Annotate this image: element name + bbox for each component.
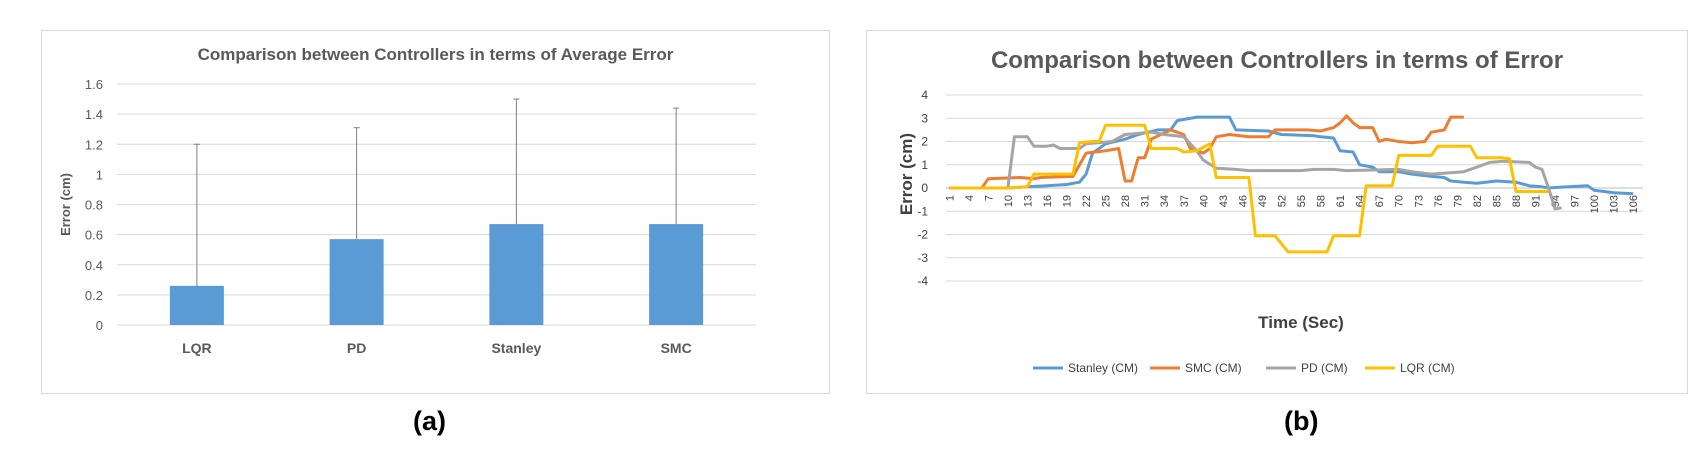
y-tick-label: 1 xyxy=(921,158,928,172)
x-tick-label: 67 xyxy=(1374,195,1386,207)
x-category-label: LQR xyxy=(182,340,212,356)
y-tick-label: 3 xyxy=(921,111,928,125)
y-tick-label: 2 xyxy=(921,135,928,149)
y-tick-label: 0 xyxy=(96,318,103,333)
x-tick-label: 76 xyxy=(1433,195,1445,207)
bar-pd xyxy=(329,239,384,325)
x-tick-label: 106 xyxy=(1628,195,1640,213)
x-tick-label: 91 xyxy=(1531,195,1543,207)
x-tick-label: 7 xyxy=(983,195,995,201)
x-tick-label: 28 xyxy=(1120,195,1132,207)
x-tick-label: 10 xyxy=(1003,195,1015,207)
x-tick-label: 4 xyxy=(964,195,976,201)
chart-a-panel: Comparison between Controllers in terms … xyxy=(41,30,830,394)
x-tick-label: 1 xyxy=(944,195,956,201)
x-tick-label: 22 xyxy=(1081,195,1093,207)
bar-smc xyxy=(649,224,704,325)
y-tick-label: -2 xyxy=(917,228,928,242)
bar-chart: Comparison between Controllers in terms … xyxy=(58,45,756,356)
x-tick-label: 19 xyxy=(1062,195,1074,207)
y-tick-label: -1 xyxy=(917,204,928,218)
y-tick-label: -3 xyxy=(917,251,928,265)
x-tick-label: 40 xyxy=(1198,195,1210,207)
y-tick-label: 0.2 xyxy=(85,288,103,303)
x-axis-label: Time (Sec) xyxy=(1258,313,1344,332)
y-tick-label: 1.4 xyxy=(85,107,103,122)
chart-title: Comparison between Controllers in terms … xyxy=(198,45,674,64)
y-tick-label: 0.4 xyxy=(85,258,103,273)
x-category-label: PD xyxy=(347,340,366,356)
caption-b: (b) xyxy=(1284,406,1319,436)
x-tick-label: 34 xyxy=(1159,195,1171,207)
x-tick-label: 46 xyxy=(1237,195,1249,207)
legend-label: LQR (CM) xyxy=(1400,361,1455,375)
series-line-pd xyxy=(949,130,1562,211)
x-tick-label: 61 xyxy=(1335,195,1347,207)
x-tick-label: 52 xyxy=(1276,195,1288,207)
series-line-lqr xyxy=(949,123,1549,254)
x-tick-label: 100 xyxy=(1589,195,1601,213)
y-axis-label: Error (cm) xyxy=(58,173,73,236)
y-tick-label: 0.8 xyxy=(85,198,103,213)
x-tick-label: 37 xyxy=(1179,195,1191,207)
x-tick-label: 43 xyxy=(1218,195,1230,207)
series-line-stanley xyxy=(949,115,1634,196)
x-tick-label: 85 xyxy=(1491,195,1503,207)
x-tick-label: 58 xyxy=(1316,195,1328,207)
x-tick-label: 25 xyxy=(1101,195,1113,207)
x-tick-label: 70 xyxy=(1394,195,1406,207)
x-tick-label: 49 xyxy=(1257,195,1269,207)
x-tick-label: 13 xyxy=(1022,195,1034,207)
y-tick-label: 1.2 xyxy=(85,137,103,152)
x-tick-label: 79 xyxy=(1452,195,1464,207)
caption-a: (a) xyxy=(413,406,446,436)
x-tick-label: 55 xyxy=(1296,195,1308,207)
x-tick-label: 97 xyxy=(1570,195,1582,207)
legend-label: PD (CM) xyxy=(1301,361,1348,375)
y-tick-label: -4 xyxy=(917,274,928,288)
y-tick-label: 0.6 xyxy=(85,228,103,243)
x-tick-label: 88 xyxy=(1511,195,1523,207)
x-tick-label: 73 xyxy=(1413,195,1425,207)
y-tick-label: 1 xyxy=(96,167,103,182)
series-line-smc xyxy=(949,114,1464,190)
bar-lqr xyxy=(169,285,224,325)
legend-label: SMC (CM) xyxy=(1185,361,1242,375)
x-tick-label: 16 xyxy=(1042,195,1054,207)
chart-b-panel: Comparison between Controllers in terms … xyxy=(866,30,1688,394)
legend-label: Stanley (CM) xyxy=(1068,361,1138,375)
y-tick-label: 4 xyxy=(921,88,928,102)
x-tick-label: 31 xyxy=(1140,195,1152,207)
y-tick-label: 1.6 xyxy=(85,77,103,92)
chart-title: Comparison between Controllers in terms … xyxy=(991,47,1563,74)
x-category-label: SMC xyxy=(661,340,692,356)
y-tick-label: 0 xyxy=(921,181,928,195)
bar-stanley xyxy=(489,224,544,325)
line-chart: Comparison between Controllers in terms … xyxy=(897,47,1643,375)
x-tick-label: 103 xyxy=(1609,195,1621,213)
x-category-label: Stanley xyxy=(491,340,541,356)
y-axis-label: Error (cm) xyxy=(897,133,916,215)
x-tick-label: 82 xyxy=(1472,195,1484,207)
